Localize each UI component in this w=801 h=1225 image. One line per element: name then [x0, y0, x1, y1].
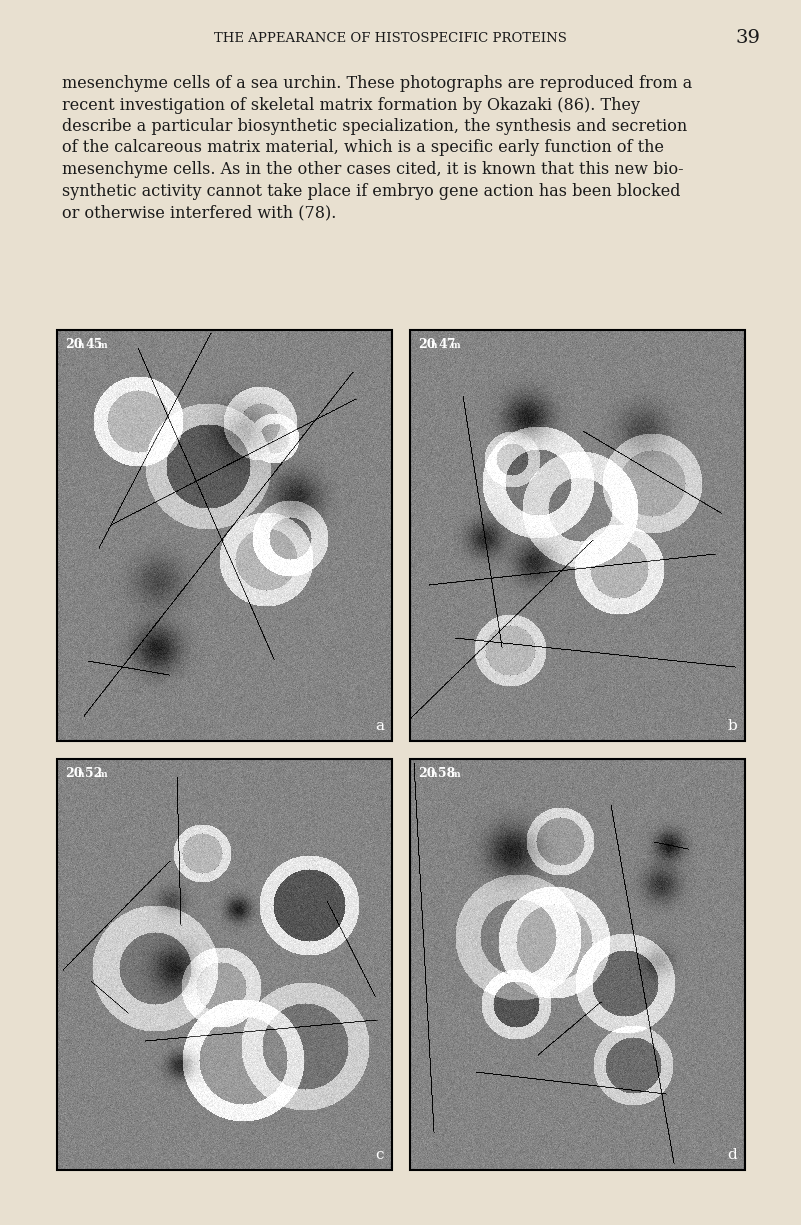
Text: 20: 20 [65, 767, 83, 780]
Text: 45: 45 [85, 338, 103, 352]
Text: or otherwise interfered with (78).: or otherwise interfered with (78). [62, 205, 336, 220]
Bar [57, 330, 392, 741]
Text: h: h [431, 771, 437, 779]
Bar [410, 330, 745, 741]
Text: m: m [451, 771, 461, 779]
Text: recent investigation of skeletal matrix formation by Okazaki (86). They: recent investigation of skeletal matrix … [62, 97, 640, 114]
Text: m: m [98, 771, 107, 779]
Text: 20: 20 [418, 767, 436, 780]
Text: m: m [98, 341, 107, 350]
Text: d: d [727, 1148, 737, 1163]
Text: describe a particular biosynthetic specialization, the synthesis and secretion: describe a particular biosynthetic speci… [62, 118, 687, 135]
Text: mesenchyme cells. As in the other cases cited, it is known that this new bio-: mesenchyme cells. As in the other cases … [62, 160, 683, 178]
Text: of the calcareous matrix material, which is a specific early function of the: of the calcareous matrix material, which… [62, 140, 664, 157]
Text: m: m [451, 341, 461, 350]
Text: 58: 58 [438, 767, 455, 780]
Text: 47: 47 [438, 338, 456, 352]
Text: 52: 52 [85, 767, 103, 780]
Text: c: c [376, 1148, 384, 1163]
Text: 39: 39 [735, 29, 760, 47]
Text: a: a [375, 719, 384, 733]
Text: h: h [78, 771, 84, 779]
Text: h: h [431, 341, 437, 350]
Text: synthetic activity cannot take place if embryo gene action has been blocked: synthetic activity cannot take place if … [62, 183, 681, 200]
Text: b: b [727, 719, 737, 733]
Text: h: h [78, 341, 84, 350]
Text: THE APPEARANCE OF HISTOSPECIFIC PROTEINS: THE APPEARANCE OF HISTOSPECIFIC PROTEINS [214, 32, 566, 44]
Text: 20: 20 [418, 338, 436, 352]
Bar [410, 760, 745, 1170]
Text: mesenchyme cells of a sea urchin. These photographs are reproduced from a: mesenchyme cells of a sea urchin. These … [62, 75, 692, 92]
Text: 20: 20 [65, 338, 83, 352]
Bar [57, 760, 392, 1170]
